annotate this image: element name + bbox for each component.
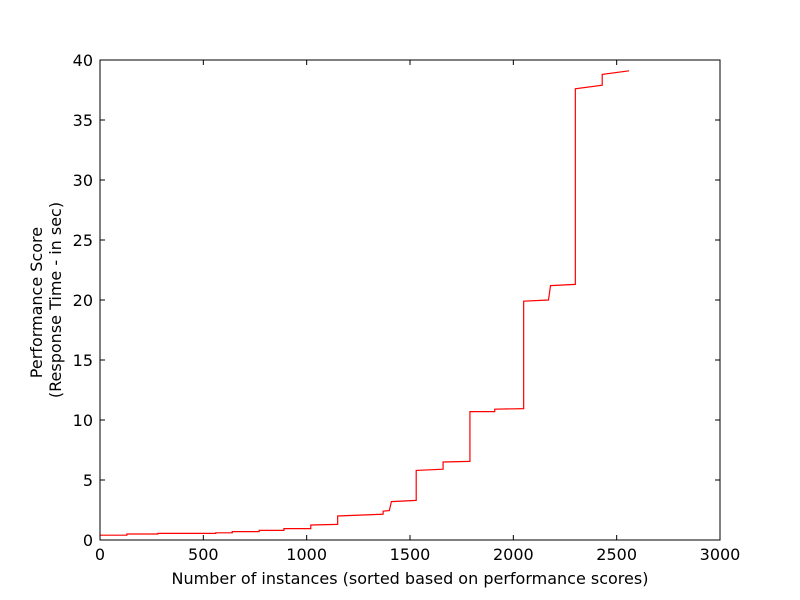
y-tick-label: 10: [73, 411, 93, 430]
x-tick-label: 1000: [286, 545, 327, 564]
y-axis-label-line-1: Performance Score: [27, 227, 46, 378]
x-tick-label: 2000: [493, 545, 534, 564]
series-line-performance: [100, 70, 630, 536]
y-tick-label: 5: [83, 471, 93, 490]
y-axis: 0 5 10 15 20 25 30 35 40: [73, 51, 720, 550]
x-tick-label: 0: [95, 545, 105, 564]
x-tick-label: 3000: [700, 545, 741, 564]
x-axis: 0 500 1000 1500 2000 2500 3000: [95, 60, 740, 564]
y-tick-label: 20: [73, 291, 93, 310]
y-tick-label: 25: [73, 231, 93, 250]
x-axis-label: Number of instances (sorted based on per…: [172, 569, 649, 588]
y-tick-label: 30: [73, 171, 93, 190]
plot-area: [100, 70, 630, 536]
x-tick-label: 2500: [596, 545, 637, 564]
x-tick-label: 1500: [390, 545, 431, 564]
y-axis-label: Performance Score (Response Time - in se…: [27, 202, 65, 398]
y-tick-label: 35: [73, 111, 93, 130]
x-tick-label: 500: [188, 545, 219, 564]
plot-frame: [99, 59, 721, 541]
y-axis-label-line-2: (Response Time - in sec): [46, 202, 65, 398]
y-tick-label: 15: [73, 351, 93, 370]
y-tick-label: 40: [73, 51, 93, 70]
y-tick-label: 0: [83, 531, 93, 550]
